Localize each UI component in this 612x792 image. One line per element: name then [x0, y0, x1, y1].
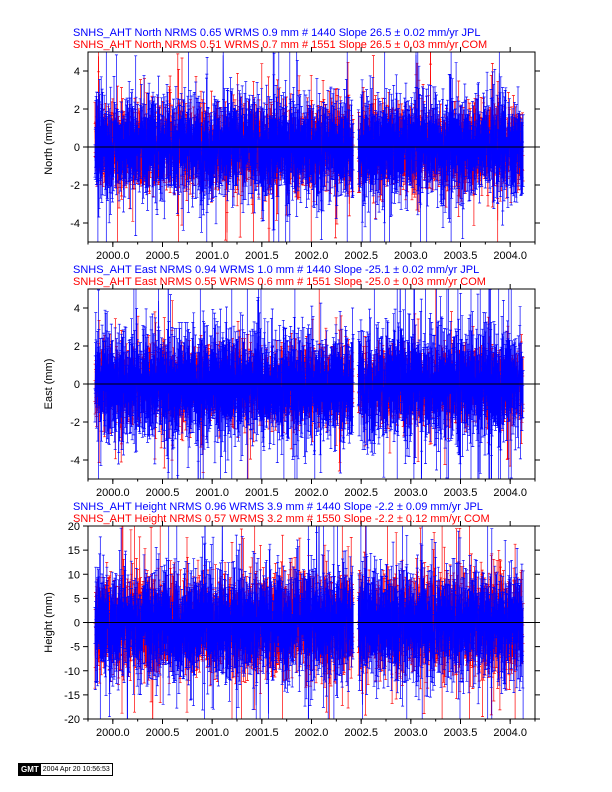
x-tick-label: 2002.0 [295, 727, 329, 739]
x-tick-label: 2003.5 [444, 250, 478, 262]
x-tick-label: 2003.5 [444, 727, 478, 739]
panel-height: SNHS_AHT Height NRMS 0.96 WRMS 3.9 mm # … [43, 501, 540, 739]
series-title-com: SNHS_AHT East NRMS 0.55 WRMS 0.6 mm # 15… [73, 276, 486, 288]
panel-north: SNHS_AHT North NRMS 0.65 WRMS 0.9 mm # 1… [43, 27, 540, 262]
x-tick-label: 2001.0 [195, 727, 229, 739]
x-tick-label: 2003.0 [394, 487, 428, 499]
x-tick-label: 2000.5 [146, 727, 180, 739]
x-tick-label: 2000.0 [96, 250, 130, 262]
y-axis-label: Height (mm) [43, 592, 55, 653]
x-tick-label: 2001.5 [245, 487, 279, 499]
y-axis-label: East (mm) [43, 359, 55, 410]
x-tick-label: 2000.0 [96, 487, 130, 499]
y-tick-label: -10 [64, 666, 80, 678]
x-tick-label: 2000.5 [146, 487, 180, 499]
panel-east: SNHS_AHT East NRMS 0.94 WRMS 1.0 mm # 14… [43, 264, 540, 499]
y-tick-label: -4 [70, 455, 80, 467]
y-tick-label: 4 [74, 66, 80, 78]
x-tick-label: 2002.0 [295, 487, 329, 499]
gmt-timestamp: 2004 Apr 20 10:56:53 [40, 764, 112, 775]
x-tick-label: 2004.0 [493, 727, 527, 739]
y-axis-label: North (mm) [43, 119, 55, 175]
y-tick-label: -20 [64, 714, 80, 726]
x-tick-label: 2003.0 [394, 727, 428, 739]
x-tick-label: 2002.5 [344, 250, 378, 262]
y-tick-label: -5 [70, 642, 80, 654]
y-tick-label: -2 [70, 417, 80, 429]
x-tick-label: 2000.0 [96, 727, 130, 739]
y-tick-label: 10 [68, 569, 80, 581]
x-tick-label: 2001.0 [195, 250, 229, 262]
series-jpl [93, 52, 525, 242]
series-line [94, 526, 524, 719]
x-tick-label: 2003.5 [444, 487, 478, 499]
series-title-jpl: SNHS_AHT Height NRMS 0.96 WRMS 3.9 mm # … [73, 501, 483, 513]
series-jpl [93, 526, 525, 719]
y-tick-label: -15 [64, 690, 80, 702]
y-tick-label: 5 [74, 593, 80, 605]
x-tick-label: 2004.0 [493, 250, 527, 262]
series-title-com: SNHS_AHT North NRMS 0.51 WRMS 0.7 mm # 1… [73, 39, 487, 51]
y-tick-label: 0 [74, 379, 80, 391]
y-tick-label: 0 [74, 618, 80, 630]
x-tick-label: 2004.0 [493, 487, 527, 499]
x-tick-label: 2001.0 [195, 487, 229, 499]
x-tick-label: 2001.5 [245, 727, 279, 739]
y-tick-label: 20 [68, 521, 80, 533]
x-tick-label: 2003.0 [394, 250, 428, 262]
gmt-timestamp-stamp: GMT 2004 Apr 20 10:56:53 [18, 763, 113, 776]
y-tick-label: 15 [68, 545, 80, 557]
y-tick-label: 0 [74, 142, 80, 154]
series-title-jpl: SNHS_AHT North NRMS 0.65 WRMS 0.9 mm # 1… [73, 27, 480, 39]
series-title-jpl: SNHS_AHT East NRMS 0.94 WRMS 1.0 mm # 14… [73, 264, 479, 276]
x-tick-label: 2001.5 [245, 250, 279, 262]
y-tick-label: 2 [74, 104, 80, 116]
y-tick-label: -2 [70, 180, 80, 192]
x-tick-label: 2002.5 [344, 487, 378, 499]
y-tick-label: -4 [70, 218, 80, 230]
x-tick-label: 2002.5 [344, 727, 378, 739]
y-tick-label: 2 [74, 341, 80, 353]
y-tick-label: 4 [74, 303, 80, 315]
x-tick-label: 2000.5 [146, 250, 180, 262]
x-tick-label: 2002.0 [295, 250, 329, 262]
data-layer [93, 526, 525, 719]
gmt-logo: GMT [19, 764, 41, 775]
series-title-com: SNHS_AHT Height NRMS 0.57 WRMS 3.2 mm # … [73, 513, 490, 525]
series-line [94, 54, 524, 218]
